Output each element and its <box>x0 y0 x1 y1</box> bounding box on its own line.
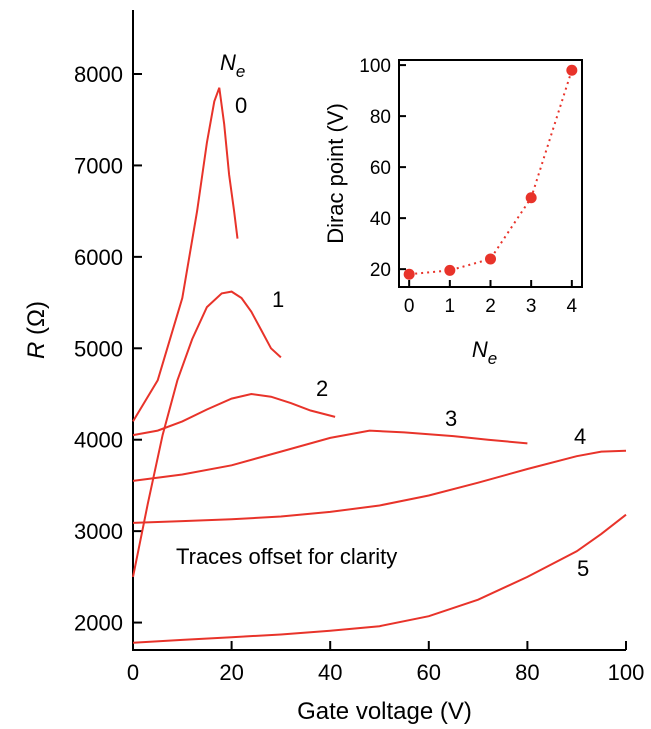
inset-x-axis-symbol: N <box>472 337 488 362</box>
y-tick-label: 7000 <box>74 153 123 178</box>
x-tick-label: 20 <box>219 660 243 685</box>
inset-x-axis-label: Ne <box>472 337 497 368</box>
trace-1 <box>132 290 282 578</box>
y-axis-unit: (Ω) <box>23 301 50 342</box>
x-tick-label: 80 <box>515 660 539 685</box>
inset-point-2 <box>485 253 496 265</box>
x-tick-label: 60 <box>417 660 441 685</box>
series-header-symbol: N <box>220 50 236 75</box>
trace-label-4: 4 <box>574 424 586 449</box>
x-axis-label: Gate voltage (V) <box>297 698 472 725</box>
x-tick-label: 100 <box>608 660 645 685</box>
offset-note: Traces offset for clarity <box>176 544 397 569</box>
inset-frame <box>398 59 583 288</box>
inset-point-1 <box>444 264 456 276</box>
trace-label-3: 3 <box>445 406 457 431</box>
y-tick-label: 5000 <box>74 336 123 361</box>
series-header-subscript: e <box>236 62 245 81</box>
inset-plot: 0 1 2 3 4 20 40 60 80 100 Ne Dirac point (V) <box>323 56 583 368</box>
inset-dotted-line <box>409 69 573 276</box>
trace-label-5: 5 <box>577 556 589 581</box>
inset-x-tick-label: 3 <box>526 296 537 317</box>
inset-y-axis-label: Dirac point (V) <box>323 103 348 244</box>
inset-point-3 <box>525 192 537 204</box>
inset-x-tick-label: 1 <box>445 296 456 317</box>
trace-0 <box>132 87 239 422</box>
trace-5 <box>132 513 627 644</box>
inset-x-axis-subscript: e <box>488 349 497 368</box>
inset-y-tick-label: 60 <box>370 158 391 179</box>
x-tick-label: 40 <box>318 660 342 685</box>
y-tick-label: 3000 <box>74 519 123 544</box>
inset-x-tick-label: 4 <box>567 296 578 317</box>
trace-label-2: 2 <box>316 376 328 401</box>
trace-3 <box>132 429 528 482</box>
main-plot: 0 20 40 60 80 1002000300040005000600070008000… <box>23 10 644 725</box>
inset-y-tick-label: 100 <box>359 56 391 77</box>
y-tick-label: 2000 <box>74 611 123 636</box>
y-axis-label: R (Ω) <box>23 301 50 359</box>
x-tick-label: 0 <box>127 660 139 685</box>
inset-y-tick-label: 80 <box>370 107 391 128</box>
inset-y-tick-label: 20 <box>370 260 391 281</box>
trace-4 <box>132 449 627 524</box>
inset-point-0 <box>403 268 415 280</box>
series-header: Ne <box>220 50 245 81</box>
trace-label-0: 0 <box>235 93 247 118</box>
inset-x-tick-label: 0 <box>404 296 415 317</box>
inset-y-tick-label: 40 <box>370 209 391 230</box>
y-tick-label: 8000 <box>74 62 123 87</box>
y-axis-symbol: R <box>23 342 50 359</box>
inset-x-tick-label: 2 <box>485 296 496 317</box>
inset-point-4 <box>566 64 578 76</box>
y-tick-label: 4000 <box>74 428 123 453</box>
y-tick-label: 6000 <box>74 245 123 270</box>
trace-label-1: 1 <box>272 287 284 312</box>
trace-2 <box>132 392 336 437</box>
